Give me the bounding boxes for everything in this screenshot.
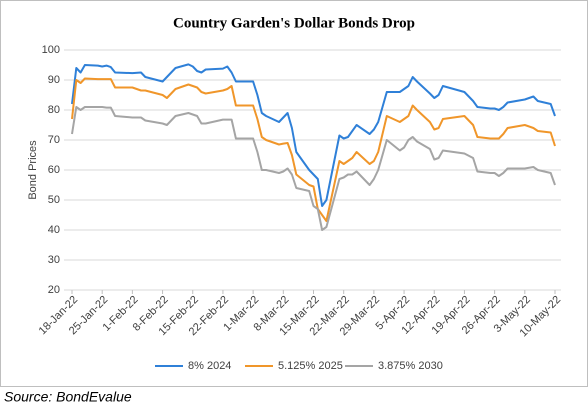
y-tick-label: 20 bbox=[48, 284, 60, 296]
y-axis-label: Bond Prices bbox=[27, 140, 39, 200]
y-tick-label: 70 bbox=[48, 134, 60, 146]
y-tick-label: 50 bbox=[48, 194, 60, 206]
y-tick-label: 100 bbox=[42, 44, 60, 56]
y-tick-label: 80 bbox=[48, 104, 60, 116]
source: Source: BondEvalue bbox=[4, 389, 132, 405]
y-tick-label: 60 bbox=[48, 164, 60, 176]
series-line bbox=[71, 77, 556, 222]
y-tick-label: 40 bbox=[48, 224, 60, 236]
series-line bbox=[71, 106, 556, 231]
chart-title: Country Garden's Dollar Bonds Drop bbox=[173, 15, 415, 31]
series-line bbox=[71, 63, 556, 207]
legend-label: 8% 2024 bbox=[188, 360, 231, 372]
legend-label: 5.125% 2025 bbox=[278, 360, 343, 372]
y-tick-label: 30 bbox=[48, 254, 60, 266]
y-tick-label: 90 bbox=[48, 74, 60, 86]
legend-label: 3.875% 2030 bbox=[378, 360, 443, 372]
